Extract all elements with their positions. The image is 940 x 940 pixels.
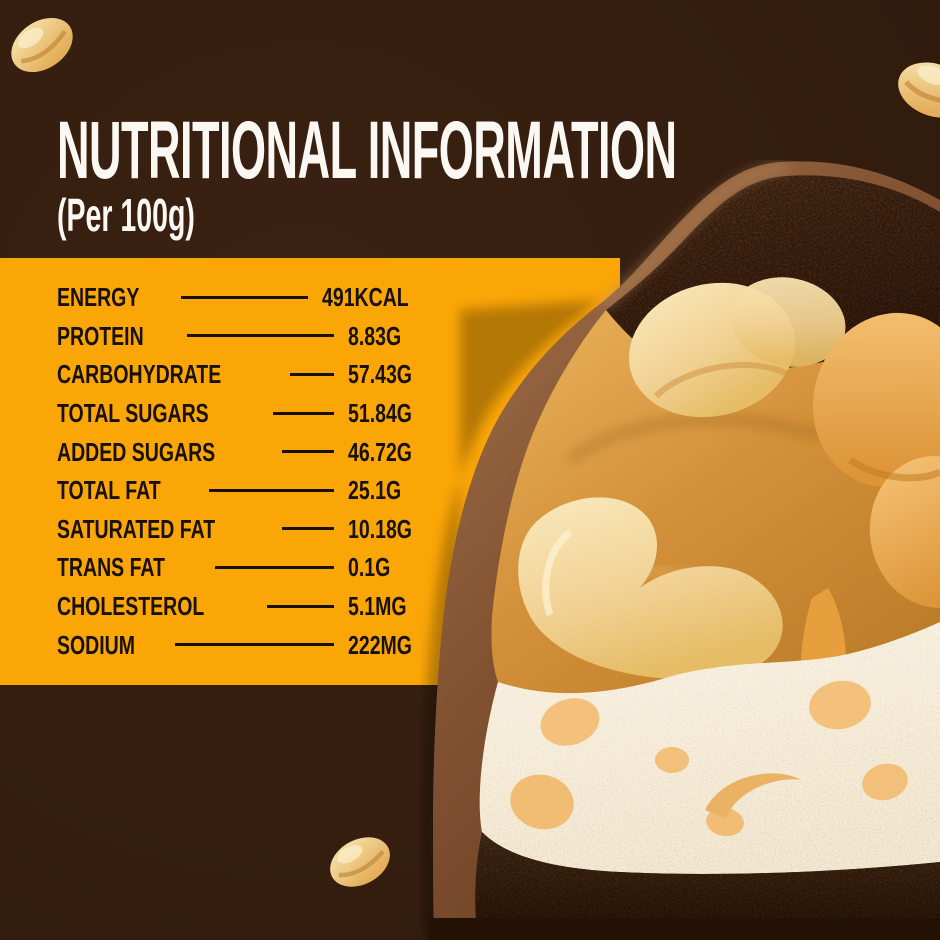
leader-line [209,488,334,492]
nutrition-row: TRANS FAT 0.1G [57,548,438,587]
nutrient-label: ADDED SUGARS [57,436,216,467]
leader-line [186,334,334,338]
nutrient-value: 46.72G [348,436,412,467]
leader-line [267,604,334,608]
serving-size-note: (Per 100g) [57,189,195,241]
nutrient-label: TOTAL SUGARS [57,398,209,429]
nutrient-label: SATURATED FAT [57,513,216,544]
nutrient-value: 0.1G [348,552,391,583]
nutrient-label: CHOLESTEROL [57,591,205,622]
nutrition-row: ADDED SUGARS 46.72G [57,432,438,471]
nutrition-row: PROTEIN 8.83G [57,317,438,356]
nutrient-value: 8.83G [348,320,402,351]
peanut-image-bottom [330,837,390,887]
peanut-image-top-left [11,17,73,73]
leader-line [180,295,309,299]
nutrient-value: 51.84G [348,398,412,429]
nutrition-row: CARBOHYDRATE 57.43G [57,355,438,394]
nutrition-row: SODIUM 222MG [57,625,438,664]
leader-line [273,411,334,415]
nutrient-value: 25.1G [348,475,402,506]
nutrition-row: SATURATED FAT 10.18G [57,510,438,549]
nutrient-label: SODIUM [57,629,135,660]
nutrient-value: 491KCAL [322,282,410,313]
nutrient-label: TRANS FAT [57,552,165,583]
nutrient-value: 222MG [348,629,412,660]
leader-line [281,450,334,454]
nutrient-value: 5.1MG [348,591,407,622]
nutrient-label: TOTAL FAT [57,475,161,506]
leader-line [290,372,334,376]
nutrient-label: CARBOHYDRATE [57,359,222,390]
nutrition-row: TOTAL FAT 25.1G [57,471,438,510]
leader-line [281,527,334,531]
nutrient-value: 10.18G [348,513,412,544]
page-title: NUTRITIONAL INFORMATION [57,105,677,196]
leader-line [175,643,334,647]
nutrient-label: PROTEIN [57,320,144,351]
nutrient-label: ENERGY [57,282,140,313]
nutrient-value: 57.43G [348,359,412,390]
leader-line [214,565,334,569]
nutrition-rows: ENERGY 491KCAL PROTEIN 8.83G CARBOHYDRAT… [57,278,438,664]
nutrition-row: CHOLESTEROL 5.1MG [57,587,438,626]
peanut-image-top-right [898,62,940,118]
candy-bar-image [422,161,940,940]
nutrition-row: TOTAL SUGARS 51.84G [57,394,438,433]
nutrition-row: ENERGY 491KCAL [57,278,438,317]
